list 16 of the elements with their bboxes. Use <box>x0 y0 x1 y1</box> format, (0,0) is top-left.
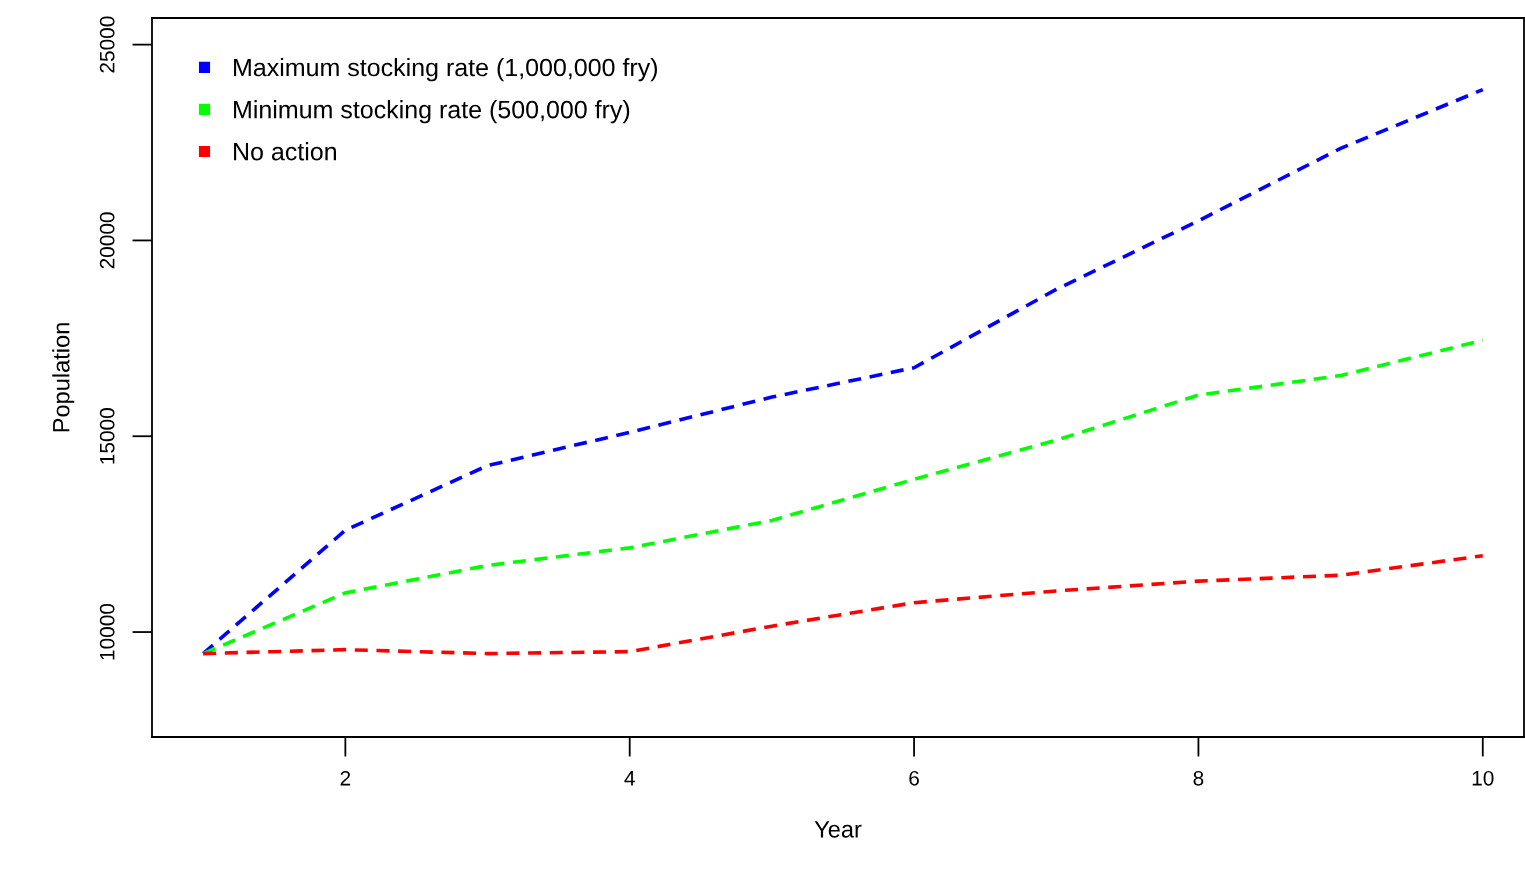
y-tick-label: 15000 <box>99 408 115 464</box>
line-series <box>201 87 1485 656</box>
x-tick-label: 8 <box>1193 770 1204 786</box>
legend-label: No action <box>234 142 336 161</box>
x-tick-label: 2 <box>340 770 351 786</box>
legend-label: Minimum stocking rate (500,000 fry) <box>234 100 630 124</box>
x-tick-label: 4 <box>624 771 635 786</box>
y-axis-title: Population <box>52 323 75 432</box>
line-series <box>201 553 1485 656</box>
legend-label: Maximum stocking rate (1,000,000 fry) <box>234 58 657 82</box>
x-tick-label: 6 <box>909 770 919 786</box>
y-tick-label: 20000 <box>99 212 115 269</box>
y-tick-label: 10000 <box>99 603 115 660</box>
x-axis-title: Year <box>814 821 862 838</box>
y-tick-label: 25000 <box>99 16 115 73</box>
x-tick-label: 10 <box>1472 770 1494 786</box>
